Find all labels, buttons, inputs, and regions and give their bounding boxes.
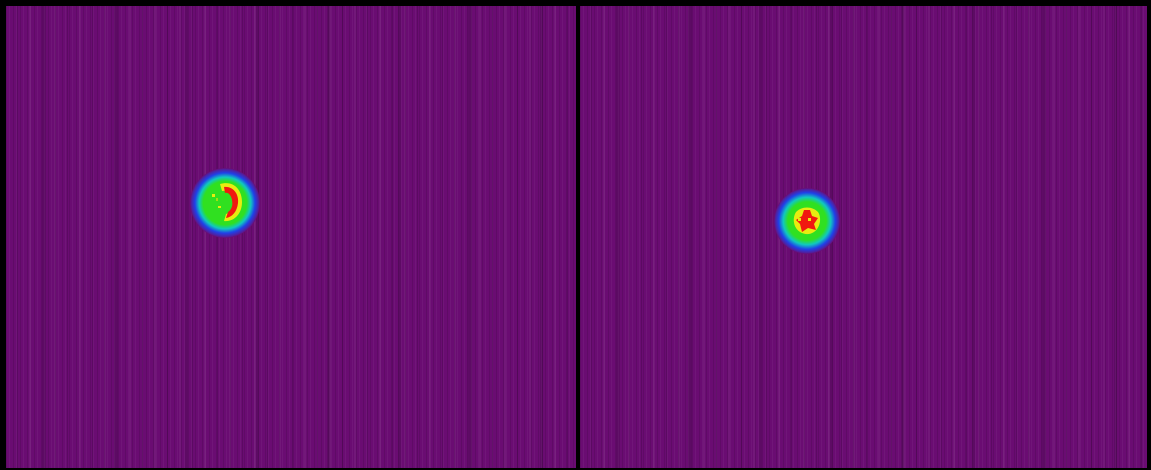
left-camera-panel xyxy=(6,6,576,468)
right-beam-spot-graphic xyxy=(774,188,840,254)
panel-divider xyxy=(576,6,580,468)
left-beam-spot-graphic xyxy=(190,168,260,238)
right-camera-panel xyxy=(580,6,1147,468)
right-beam-spot xyxy=(774,188,840,254)
left-beam-spot xyxy=(190,168,260,238)
